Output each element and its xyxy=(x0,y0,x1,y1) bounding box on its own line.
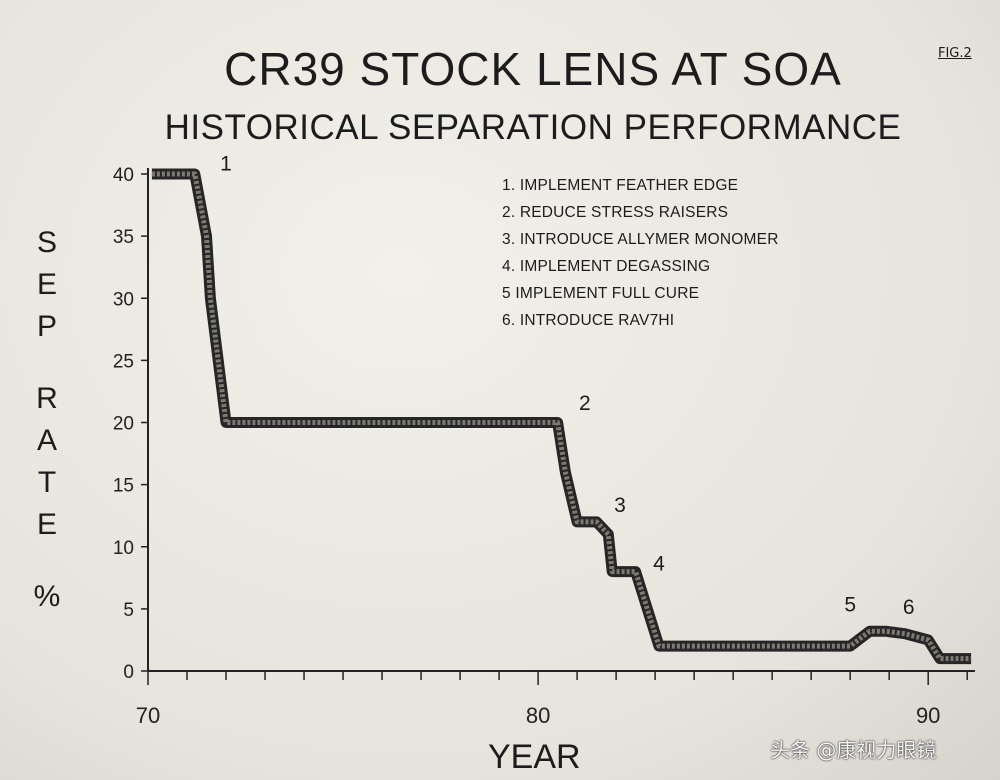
y-tick-label: 35 xyxy=(113,227,134,248)
x-tick-label: 70 xyxy=(136,703,160,728)
x-axis-label: YEAR xyxy=(488,738,581,776)
y-tick-label: 10 xyxy=(113,538,134,559)
legend-item-5: 5 IMPLEMENT FULL CURE xyxy=(502,285,700,302)
y-tick-label: 20 xyxy=(113,414,134,435)
annotation-5: 5 xyxy=(844,593,856,616)
annotation-1: 1 xyxy=(220,152,232,175)
y-tick-label: 5 xyxy=(123,600,134,621)
annotation-6: 6 xyxy=(903,596,915,619)
annotation-2: 2 xyxy=(579,392,591,415)
y-tick-label: 0 xyxy=(123,662,134,683)
chart-subtitle: HISTORICAL SEPARATION PERFORMANCE xyxy=(164,108,902,147)
x-tick-label: 80 xyxy=(526,703,550,728)
annotation-3: 3 xyxy=(614,494,626,517)
legend-item-2: 2. REDUCE STRESS RAISERS xyxy=(502,204,729,221)
chart-title: CR39 STOCK LENS AT SOA xyxy=(224,43,842,95)
legend-item-6: 6. INTRODUCE RAV7HI xyxy=(502,312,675,329)
annotation-4: 4 xyxy=(653,552,665,575)
legend-item-1: 1. IMPLEMENT FEATHER EDGE xyxy=(502,177,739,194)
watermark: 头条 @康视力眼镜 xyxy=(770,738,937,762)
y-axis-label: S E P R A T E% xyxy=(24,222,70,618)
y-tick-label: 30 xyxy=(113,289,134,310)
legend-item-3: 3. INTRODUCE ALLYMER MONOMER xyxy=(502,231,779,248)
legend: 1. IMPLEMENT FEATHER EDGE 2. REDUCE STRE… xyxy=(502,176,779,338)
x-tick-label: 90 xyxy=(916,703,940,728)
series-line-outline xyxy=(151,168,972,665)
y-tick-label: 25 xyxy=(113,351,134,372)
y-tick-label: 40 xyxy=(113,165,134,186)
y-axis-label-word: % xyxy=(33,580,61,613)
legend-item-4: 4. IMPLEMENT DEGASSING xyxy=(502,258,711,275)
figure-label: FIG.2 xyxy=(938,46,972,61)
series-line-fill xyxy=(151,171,972,662)
y-tick-label: 15 xyxy=(113,476,134,497)
